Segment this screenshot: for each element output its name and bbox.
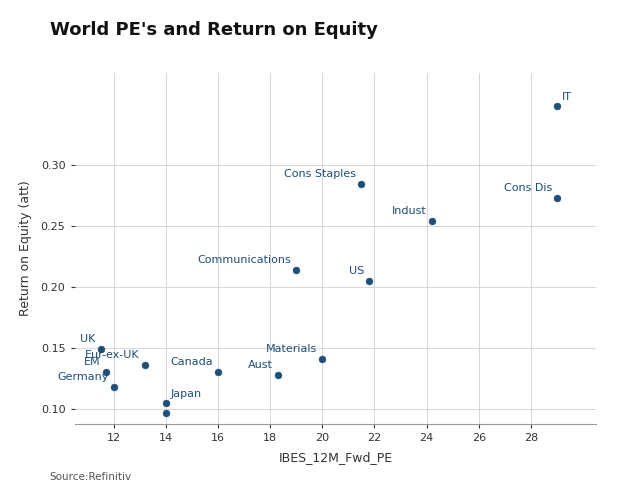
Text: Germany: Germany [57,372,109,382]
Point [109,383,119,391]
Point [365,277,374,284]
Text: Cons Dis: Cons Dis [504,183,552,193]
Point [273,371,283,379]
Point [317,355,327,363]
Point [140,361,150,369]
Point [161,399,171,407]
Text: Cons Staples: Cons Staples [284,169,356,179]
Text: Indust: Indust [392,206,427,216]
Point [291,266,301,274]
Text: Source:Refinitiv: Source:Refinitiv [50,472,132,482]
Text: Japan: Japan [171,389,202,399]
Point [161,409,171,416]
Point [427,217,437,225]
Text: IT: IT [562,93,573,102]
Text: UK: UK [80,334,96,344]
Point [96,345,106,353]
Point [213,369,223,376]
Point [101,369,111,376]
X-axis label: IBES_12M_Fwd_PE: IBES_12M_Fwd_PE [278,451,392,464]
Text: Communications: Communications [197,255,291,265]
Point [356,180,366,188]
Text: Aust: Aust [248,360,273,370]
Text: US: US [349,266,364,276]
Text: EM: EM [84,357,101,368]
Text: World PE's and Return on Equity: World PE's and Return on Equity [50,21,378,39]
Y-axis label: Return on Equity (att): Return on Equity (att) [19,181,32,316]
Text: Materials: Materials [266,344,317,354]
Text: Canada: Canada [170,357,213,368]
Text: Eur-ex-UK: Eur-ex-UK [85,350,140,360]
Point [552,194,562,202]
Point [552,102,562,110]
